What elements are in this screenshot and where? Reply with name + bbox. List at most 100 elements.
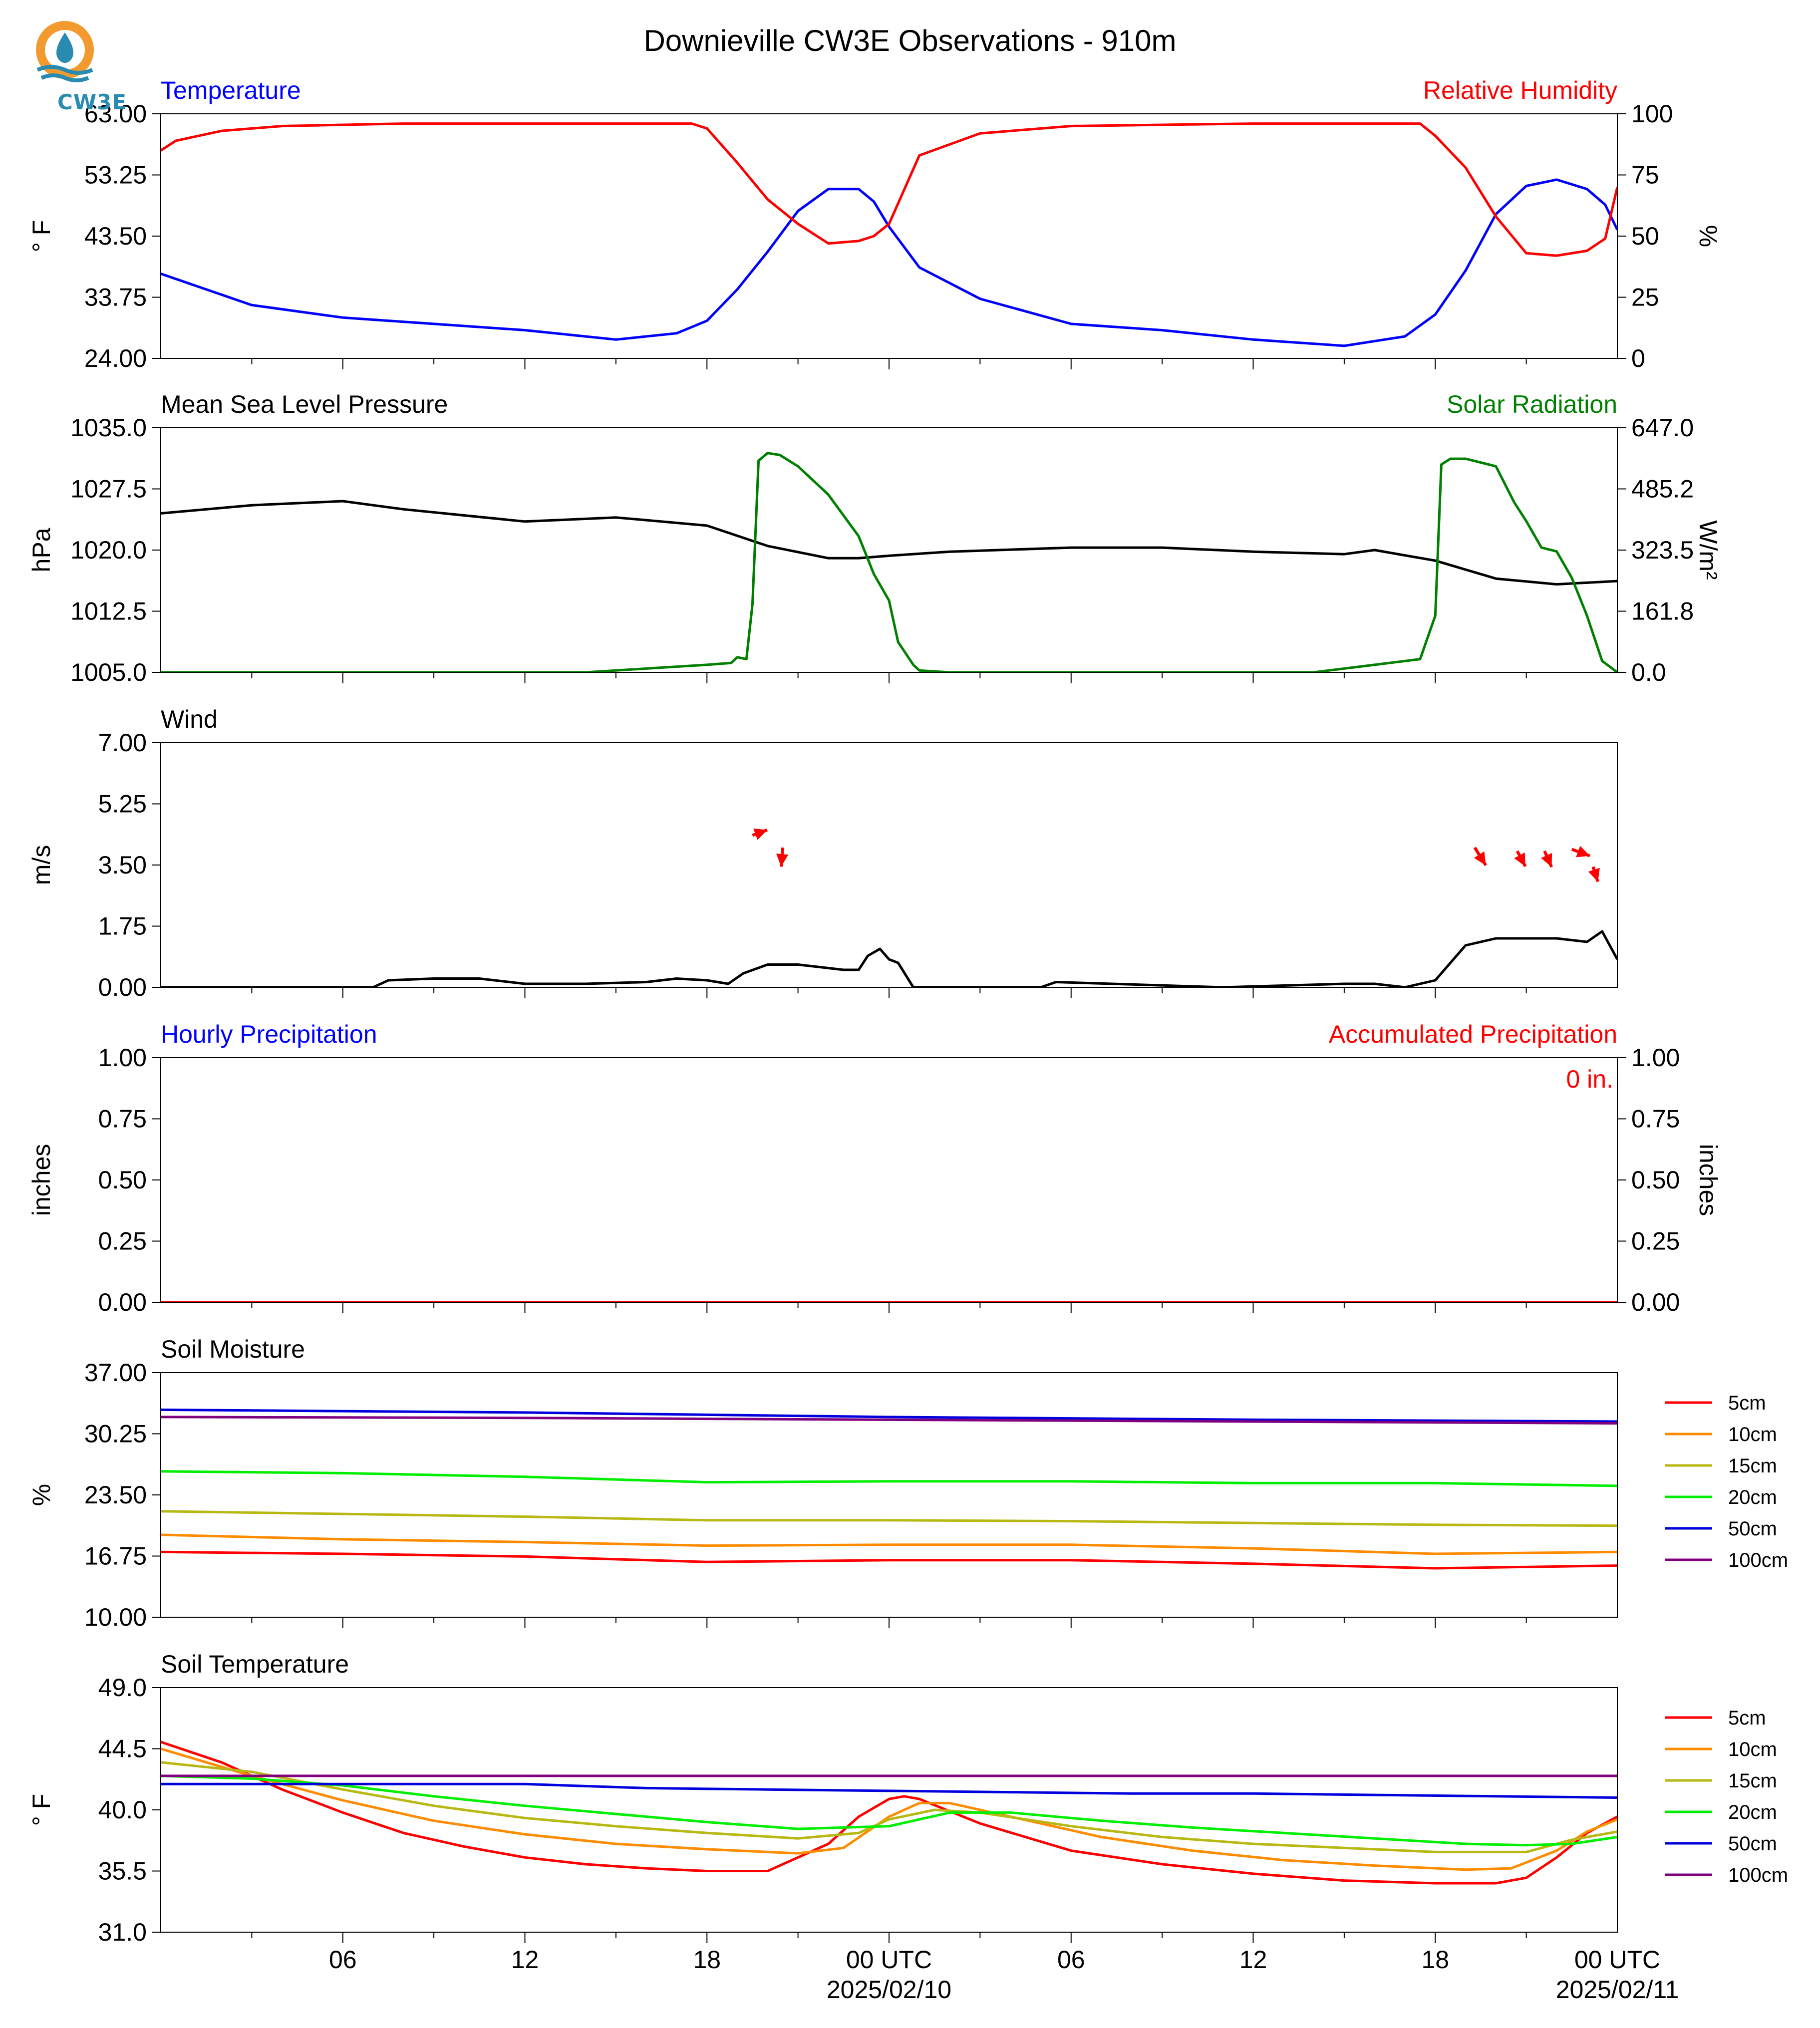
y-tick-label-left: 3.50 [98,851,147,879]
y-tick-label-right: 485.2 [1631,475,1694,503]
panel-title-left: Mean Sea Level Pressure [161,390,448,418]
panel-5: 37.00 30.25 23.50 16.75 10.00 Soil Moisture% 5… [27,1335,1788,1631]
series-line-relative-humidity [161,122,1617,257]
series-line-15cm [161,1761,1617,1853]
panel-title-right: Relative Humidity [1423,76,1617,104]
y-tick-label-left: 40.0 [98,1796,147,1824]
y-tick-label-right: 1.00 [1631,1044,1680,1072]
series-line-mean-sea-level-pressure [161,500,1617,586]
y-tick-label-left: 49.0 [98,1674,147,1702]
y-tick-label-left: 1012.5 [70,597,147,625]
legend-label: 10cm [1728,1738,1777,1760]
y-tick-label-left: 0.00 [98,1288,147,1316]
series-line-20cm [161,1774,1617,1847]
y-tick-label-left: 37.00 [84,1359,147,1387]
y-tick-label-left: 23.50 [84,1481,147,1509]
wind-arrow-head [1576,846,1590,858]
series-group [161,930,1617,987]
series-group [161,122,1617,347]
y-tick-label-right: 0.0 [1631,658,1666,686]
panel-1: 63.00 53.25 43.50 33.75 24.00 100 75 50 25 0 Tempe… [27,76,1722,372]
y-tick-label-left: 1020.0 [70,536,147,564]
panel-title-left: Temperature [161,76,301,104]
series-line-10cm [161,1533,1617,1555]
y-tick-label-right: 161.8 [1631,597,1694,625]
y-tick-label-left: 0.50 [98,1166,147,1194]
y-tick-label-left: 35.5 [98,1857,147,1885]
legend-label: 100cm [1728,1549,1788,1571]
wind-arrow-head [753,828,768,840]
x-tick-label: 06 [329,1946,357,1974]
y-tick-label-left: 5.25 [98,790,147,818]
y-axis-label-left: inches [27,1144,55,1216]
accumulated-total-label: 0 in. [1566,1065,1613,1093]
legend-label: 50cm [1728,1518,1777,1540]
legend-label: 10cm [1728,1424,1777,1446]
legend-label: 20cm [1728,1486,1777,1508]
panel-title-right: Accumulated Precipitation [1329,1020,1617,1048]
legend-label: 5cm [1728,1392,1766,1414]
y-tick-label-right: 50 [1631,222,1659,250]
panel-title-left: Hourly Precipitation [161,1020,377,1048]
y-axis-label-right: inches [1694,1144,1722,1216]
x-tick-label: 12 [511,1946,539,1974]
cw3e-logo: CW3E [27,15,126,114]
y-axis-label-left: ° F [27,220,55,252]
series-line-20cm [161,1470,1617,1487]
y-tick-label-left: 1.00 [98,1044,147,1072]
wind-arrow-head [1588,868,1600,882]
y-tick-label-left: 0.75 [98,1105,147,1133]
y-axis-label-right: % [1694,225,1722,247]
wind-arrow-head [1540,853,1552,867]
series-line-15cm [161,1510,1617,1527]
series-group [161,1740,1617,1885]
figure-title: Downieville CW3E Observations - 910m [643,24,1176,57]
wind-arrow-head [1514,852,1525,867]
series-line-10cm [161,1747,1617,1871]
x-tick-label: 12 [1239,1946,1267,1974]
x-tick-label: 00 UTC [846,1946,932,1974]
series-line-50cm [161,1782,1617,1799]
wind-arrow-head [1474,851,1486,866]
y-tick-label-right: 100 [1631,100,1673,128]
y-tick-label-left: 1027.5 [70,475,147,503]
logo-text: CW3E [57,90,127,114]
panel-title-left: Wind [161,705,218,733]
wind-arrow-head [776,854,789,867]
series-line-wind-speed [161,930,1617,987]
series-line-50cm [161,1408,1617,1423]
legend-label: 15cm [1728,1455,1777,1477]
y-tick-label-right: 0.00 [1631,1288,1680,1316]
series-line-temperature [161,178,1617,347]
y-tick-label-left: 16.75 [84,1542,147,1570]
legend-label: 5cm [1728,1707,1766,1729]
y-tick-label-right: 25 [1631,284,1659,311]
series-line-solar-radiation [161,452,1617,672]
series-line-5cm [161,1740,1617,1885]
y-axis-label-left: m/s [27,845,55,885]
panel-2: 1035.0 1027.5 1020.0 1012.5 1005.0 647.0 485.2… [27,390,1722,686]
y-tick-label-left: 43.50 [84,222,147,250]
series-line-5cm [161,1550,1617,1570]
y-tick-label-left: 24.00 [84,344,147,372]
y-tick-label-left: 0.00 [98,973,147,1001]
x-tick-label: 18 [1421,1946,1449,1974]
y-tick-label-left: 7.00 [98,729,147,757]
y-tick-label-left: 10.00 [84,1603,147,1631]
panel-3: 7.00 5.25 3.50 1.75 0.00 Wind m/s [27,705,1618,1001]
y-tick-label-right: 323.5 [1631,536,1694,564]
panel-title-left: Soil Temperature [161,1650,349,1678]
y-tick-label-left: 30.25 [84,1420,147,1448]
x-tick-label: 00 UTC [1574,1946,1660,1974]
y-axis-label-left: ° F [27,1794,55,1826]
y-tick-label-left: 31.0 [98,1918,147,1946]
y-tick-label-right: 0.25 [1631,1227,1680,1255]
y-tick-label-right: 0.50 [1631,1166,1680,1194]
y-tick-label-left: 1.75 [98,912,147,940]
x-date-label: 2025/02/11 [1556,1976,1679,2004]
x-tick-label: 18 [693,1946,721,1974]
y-axis-label-right: W/m² [1694,520,1722,579]
y-tick-label-right: 75 [1631,161,1659,189]
